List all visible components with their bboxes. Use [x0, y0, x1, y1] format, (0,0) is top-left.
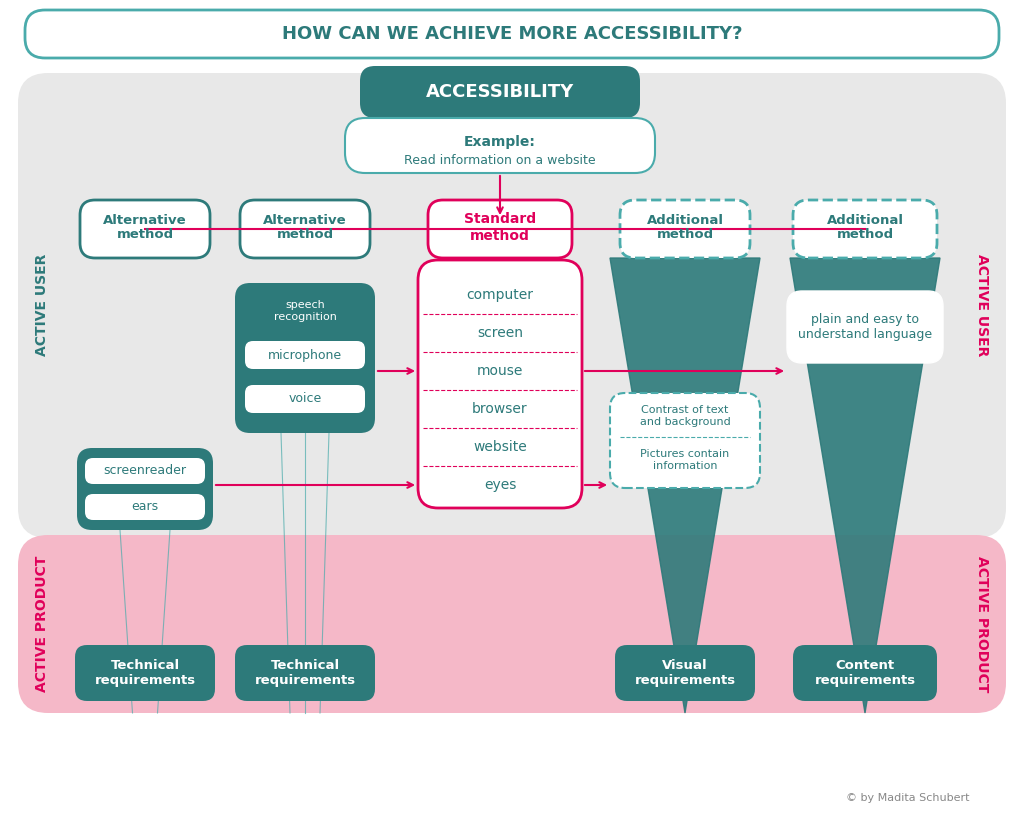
Text: © by Madita Schubert: © by Madita Schubert [847, 793, 970, 803]
FancyBboxPatch shape [18, 535, 1006, 713]
Text: computer: computer [467, 288, 534, 302]
Polygon shape [790, 258, 940, 713]
FancyBboxPatch shape [77, 448, 213, 530]
Text: plain and easy to
understand language: plain and easy to understand language [798, 313, 932, 341]
FancyBboxPatch shape [80, 200, 210, 258]
FancyBboxPatch shape [240, 200, 370, 258]
Text: microphone: microphone [268, 348, 342, 361]
Text: Alternative
method: Alternative method [263, 213, 347, 241]
Text: browser: browser [472, 402, 527, 416]
FancyBboxPatch shape [418, 260, 582, 508]
Text: screenreader: screenreader [103, 464, 186, 477]
Text: Technical
requirements: Technical requirements [94, 659, 196, 687]
FancyBboxPatch shape [610, 393, 760, 488]
Text: Content
requirements: Content requirements [814, 659, 915, 687]
FancyBboxPatch shape [793, 645, 937, 701]
Text: ACTIVE USER: ACTIVE USER [35, 253, 49, 356]
Text: Alternative
method: Alternative method [103, 213, 186, 241]
Text: Technical
requirements: Technical requirements [254, 659, 355, 687]
Text: Read information on a website: Read information on a website [404, 155, 596, 168]
Text: ACTIVE PRODUCT: ACTIVE PRODUCT [35, 556, 49, 692]
FancyBboxPatch shape [75, 645, 215, 701]
Text: Pictures contain
information: Pictures contain information [640, 449, 730, 471]
FancyBboxPatch shape [428, 200, 572, 258]
Text: Additional
method: Additional method [646, 213, 724, 241]
Text: website: website [473, 440, 527, 454]
FancyBboxPatch shape [234, 283, 375, 433]
Text: ACTIVE USER: ACTIVE USER [975, 253, 989, 356]
Text: eyes: eyes [483, 478, 516, 492]
FancyBboxPatch shape [615, 645, 755, 701]
FancyBboxPatch shape [245, 341, 365, 369]
Text: voice: voice [289, 393, 322, 406]
Text: ears: ears [131, 500, 159, 514]
FancyBboxPatch shape [85, 458, 205, 484]
FancyBboxPatch shape [793, 200, 937, 258]
Text: mouse: mouse [477, 364, 523, 378]
FancyBboxPatch shape [345, 118, 655, 173]
FancyBboxPatch shape [360, 66, 640, 118]
Text: HOW CAN WE ACHIEVE MORE ACCESSIBILITY?: HOW CAN WE ACHIEVE MORE ACCESSIBILITY? [282, 25, 742, 43]
Text: Example:: Example: [464, 135, 536, 149]
FancyBboxPatch shape [245, 385, 365, 413]
FancyBboxPatch shape [620, 200, 750, 258]
FancyBboxPatch shape [18, 73, 1006, 538]
FancyBboxPatch shape [25, 10, 999, 58]
FancyBboxPatch shape [234, 645, 375, 701]
FancyBboxPatch shape [787, 291, 943, 363]
Polygon shape [610, 258, 760, 713]
Text: screen: screen [477, 326, 523, 340]
Text: Standard
method: Standard method [464, 212, 536, 243]
Text: Visual
requirements: Visual requirements [635, 659, 735, 687]
Text: ACCESSIBILITY: ACCESSIBILITY [426, 83, 574, 101]
Text: ACTIVE PRODUCT: ACTIVE PRODUCT [975, 556, 989, 692]
Text: Additional
method: Additional method [826, 213, 903, 241]
Text: speech
recognition: speech recognition [273, 300, 337, 322]
Text: Contrast of text
and background: Contrast of text and background [640, 405, 730, 427]
FancyBboxPatch shape [85, 494, 205, 520]
